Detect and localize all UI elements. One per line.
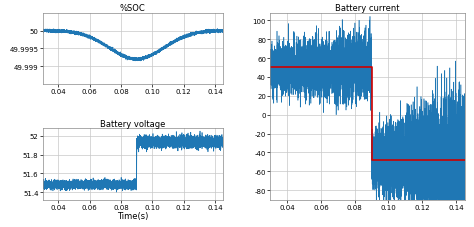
Title: Battery current: Battery current [335,4,400,13]
X-axis label: Time(s): Time(s) [117,211,148,220]
Title: Battery voltage: Battery voltage [100,119,165,128]
Title: %SOC: %SOC [120,4,146,13]
